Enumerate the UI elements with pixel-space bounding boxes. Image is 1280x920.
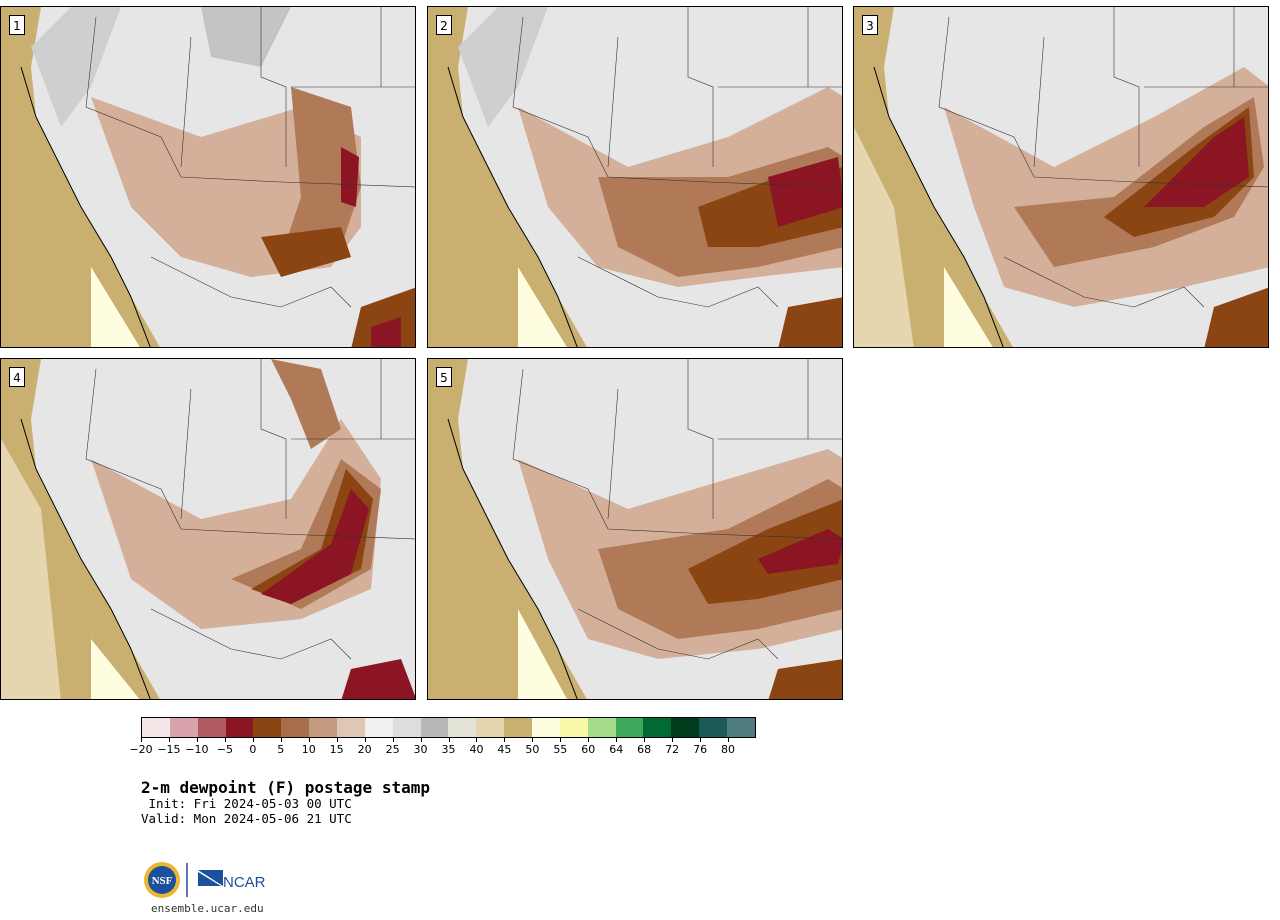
- colorbar-tick-label: 55: [553, 743, 568, 756]
- colorbar-tick: [672, 738, 674, 742]
- colorbar-tick: [728, 738, 730, 742]
- colorbar-segment: [142, 718, 170, 737]
- site-url: ensemble.ucar.edu: [151, 902, 264, 915]
- colorbar-segment: [420, 718, 449, 737]
- colorbar-tick-label: −15: [157, 743, 181, 756]
- map-panel-5: 5: [427, 358, 843, 700]
- colorbar-tick-label: 72: [665, 743, 680, 756]
- colorbar-tick-label: 50: [525, 743, 540, 756]
- colorbar-tick-label: 76: [693, 743, 708, 756]
- colorbar-segment: [643, 718, 672, 737]
- colorbar-tick-label: 15: [329, 743, 344, 756]
- colorbar-tick-label: −20: [129, 743, 153, 756]
- colorbar-tick: [280, 738, 282, 742]
- colorbar-tick: [448, 738, 450, 742]
- colorbar-tick: [532, 738, 534, 742]
- colorbar-tick: [476, 738, 478, 742]
- colorbar-tick: [588, 738, 590, 742]
- colorbar-tick: [392, 738, 394, 742]
- colorbar-segment: [309, 718, 338, 737]
- panel-label: 5: [436, 367, 452, 387]
- nsf-logo-icon: NSF: [144, 862, 180, 898]
- panel-label: 1: [9, 15, 25, 35]
- logos: NSF NCAR: [143, 860, 283, 900]
- colorbar-segment: [671, 718, 700, 737]
- colorbar-tick-label: 10: [301, 743, 316, 756]
- colorbar-tick-label: 60: [581, 743, 596, 756]
- colorbar-tick: [616, 738, 618, 742]
- map-panel-4: 4: [0, 358, 416, 700]
- colorbar-segment: [727, 718, 755, 737]
- colorbar-tick: [644, 738, 646, 742]
- valid-time: Valid: Mon 2024-05-06 21 UTC: [141, 811, 352, 826]
- colorbar-segment: [364, 718, 393, 737]
- colorbar-tick-label: 45: [497, 743, 512, 756]
- colorbar-tick-label: 0: [249, 743, 257, 756]
- colorbar-segment: [504, 718, 533, 737]
- chart-title: 2-m dewpoint (F) postage stamp: [141, 778, 430, 797]
- panel-label: 3: [862, 15, 878, 35]
- colorbar-tick-label: 80: [721, 743, 736, 756]
- panel-label: 4: [9, 367, 25, 387]
- colorbar-segment: [699, 718, 728, 737]
- colorbar-segment: [559, 718, 588, 737]
- colorbar-segment: [448, 718, 477, 737]
- map-panel-2: 2: [427, 6, 843, 348]
- colorbar-segment: [197, 718, 226, 737]
- colorbar-segment: [615, 718, 644, 737]
- init-time: Init: Fri 2024-05-03 00 UTC: [141, 796, 352, 811]
- colorbar-segment: [281, 718, 310, 737]
- colorbar-segment: [337, 718, 365, 737]
- colorbar-segment: [253, 718, 282, 737]
- colorbar-segment: [225, 718, 254, 737]
- colorbar-tick-label: −5: [216, 743, 233, 756]
- colorbar-tick-label: 25: [385, 743, 400, 756]
- colorbar-segment: [169, 718, 198, 737]
- nsf-logo-text: NSF: [152, 875, 173, 887]
- colorbar-tick-label: 5: [277, 743, 285, 756]
- colorbar-segment: [476, 718, 505, 737]
- colorbar-segment: [392, 718, 421, 737]
- colorbar-tick: [336, 738, 338, 742]
- colorbar-tick-label: −10: [185, 743, 209, 756]
- colorbar: [141, 717, 756, 738]
- colorbar-tick-label: 40: [469, 743, 484, 756]
- colorbar-tick-label: 68: [637, 743, 652, 756]
- ncar-logo-icon: NCAR: [198, 870, 266, 891]
- colorbar-tick: [560, 738, 562, 742]
- colorbar-tick: [308, 738, 310, 742]
- colorbar-tick: [196, 738, 198, 742]
- colorbar-tick-label: 35: [441, 743, 456, 756]
- colorbar-tick: [224, 738, 226, 742]
- panel-label: 2: [436, 15, 452, 35]
- colorbar-tick: [364, 738, 366, 742]
- map-panel-1: 1: [0, 6, 416, 348]
- colorbar-tick: [700, 738, 702, 742]
- colorbar-tick: [420, 738, 422, 742]
- colorbar-ticks: −20 −15 −10 −5 0 5 10 15 20 25 30 35 40 45 50 55 60 64 68 7…: [129, 738, 756, 758]
- colorbar-tick-label: 20: [357, 743, 372, 756]
- colorbar-tick: [504, 738, 506, 742]
- colorbar-tick: [141, 738, 142, 742]
- colorbar-tick-label: 64: [609, 743, 624, 756]
- colorbar-segment: [532, 718, 560, 737]
- colorbar-tick-label: 30: [413, 743, 428, 756]
- ncar-logo-text: NCAR: [223, 874, 266, 891]
- colorbar-tick: [168, 738, 170, 742]
- colorbar-tick: [252, 738, 254, 742]
- colorbar-segment: [587, 718, 616, 737]
- map-panel-3: 3: [853, 6, 1269, 348]
